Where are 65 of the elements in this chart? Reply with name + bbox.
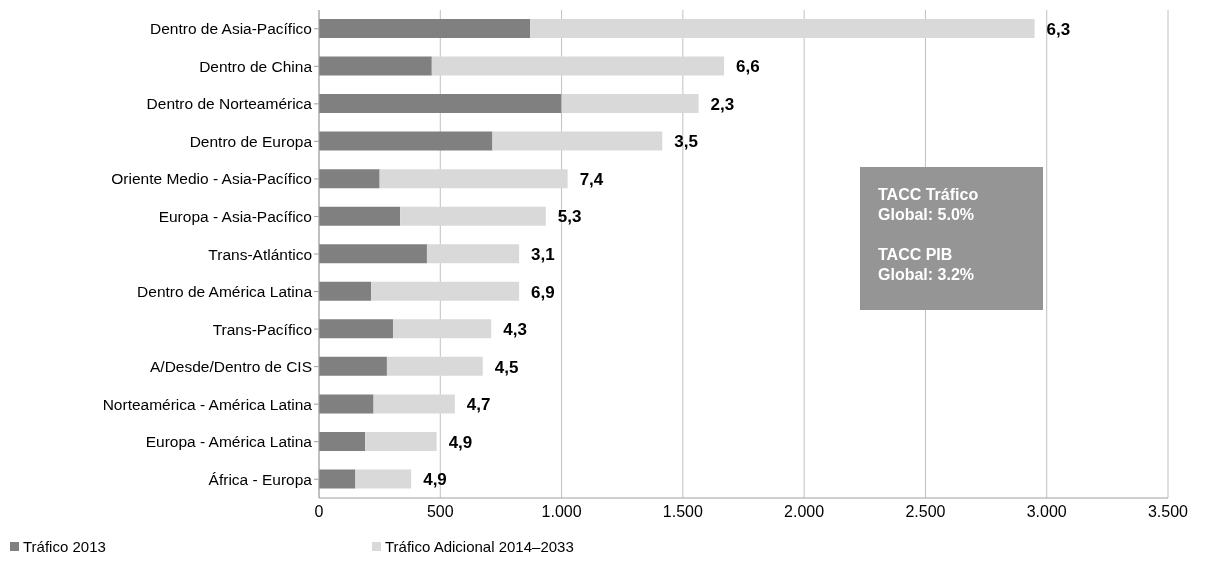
annotation: 3,1 [531,245,555,264]
bar [319,431,366,451]
bar [530,19,1035,38]
annotation: 3,5 [674,132,698,152]
x-tick-label: 1.000 [541,503,582,521]
annotation: 4,9 [423,470,447,490]
bar [319,56,432,76]
bar [431,56,725,76]
bar [392,319,492,339]
annotation: 6,9 [531,282,555,302]
bar [319,206,401,226]
bar [371,281,520,301]
x-tick-label: 2.500 [905,503,946,521]
bar [561,94,699,114]
y-tick-label: Europa - América Latina [145,433,313,451]
annotation: 4,9 [448,432,473,452]
x-tick-label: 1.500 [662,503,703,521]
x-tick-label: 3.500 [1147,503,1189,521]
bar [319,244,427,264]
bar [379,169,568,189]
y-tick-label: Dentro de Asia-Pacífico [150,20,312,38]
bar [319,19,531,38]
bar [319,356,387,376]
x-tick-label: 500 [426,503,454,521]
y-tick-label: Dentro de China [199,57,313,75]
x-tick-label: 2.000 [784,503,825,521]
legend-label: Tráfico Adicional 2014–2033 [385,538,574,555]
bar [386,356,483,376]
x-tick-label: 3.000 [1026,503,1067,521]
annotation: 2,3 [710,94,735,114]
bar [492,131,663,151]
bar [373,394,455,414]
y-tick-label: Oriente Medio - Asia-Pacífico [111,170,312,188]
y-tick-label: A/Desde/Dentro de CIS [150,358,312,376]
bar [319,94,562,114]
y-tick-label: Dentro de Norteamérica [146,95,313,113]
bar [355,469,412,489]
bar [319,169,380,189]
annotation: 4,3 [503,320,527,340]
y-tick-label: Dentro de América Latina [137,283,313,301]
annotation: 4,7 [466,395,491,415]
bar [400,206,546,226]
legend-label: Tráfico 2013 [23,538,106,555]
annotation: 5,3 [557,207,582,227]
y-tick-label: Trans-Pacífico [212,320,312,338]
annotation: 7,4 [579,169,604,189]
text-box: TACC Tráfico Global: 5.0% TACC PIB Global: 3.2% [860,167,1043,310]
y-tick-label: Dentro de Europa [189,132,313,150]
bar [319,394,374,414]
bar [426,244,520,264]
y-tick-label: Europa - Asia-Pacífico [158,207,312,225]
annotation: 6,6 [736,57,760,77]
annotation: 6,3 [1046,19,1071,39]
y-tick-label: Trans-Atlántico [208,245,312,263]
y-tick-label: África - Europa [208,470,313,488]
annotation: TACC PIB Global: 3.2% [878,245,976,285]
annotation: 4,5 [494,357,519,377]
annotation: TACC Tráfico Global: 5.0% [878,185,980,225]
y-tick-label: Norteamérica - América Latina [102,395,313,413]
bar [365,431,437,451]
bar [319,319,393,339]
bar [319,281,372,301]
bar [319,131,493,151]
x-tick-label: 0 [314,503,324,521]
bar [319,469,356,489]
